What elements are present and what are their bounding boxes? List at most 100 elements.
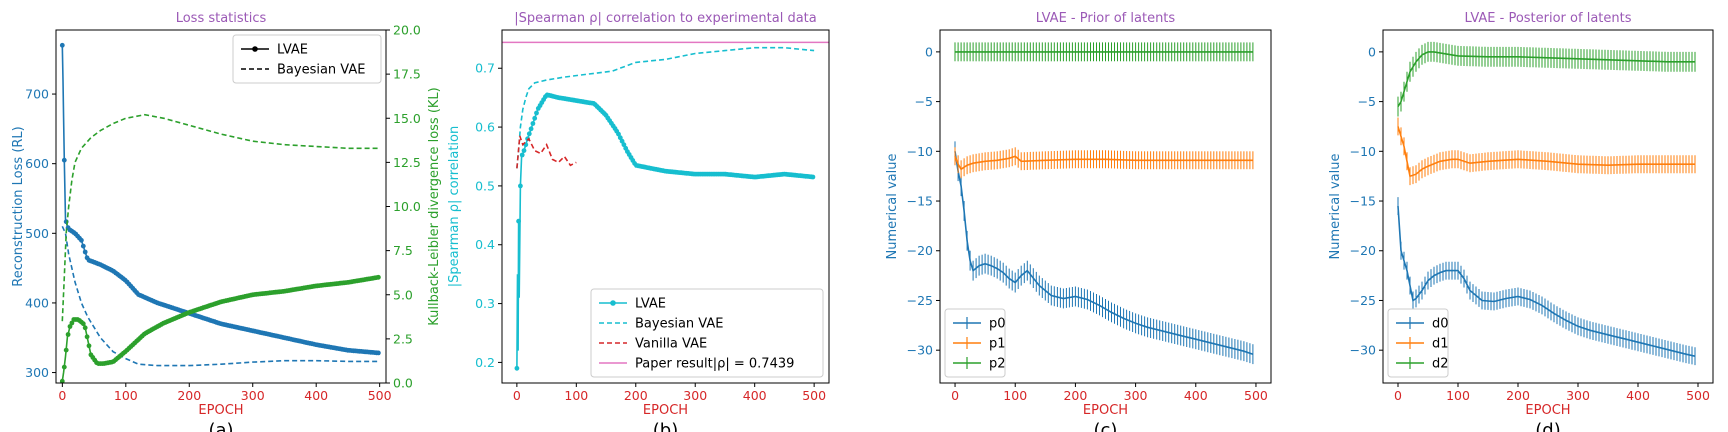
- y2-tick-label: 0.0: [393, 376, 413, 391]
- x-axis-label: EPOCH: [198, 403, 243, 418]
- x-tick-label: 300: [1124, 388, 1148, 403]
- legend-label: p2: [989, 357, 1006, 372]
- y-axis-label: Reconstruction Loss (RL): [11, 126, 26, 287]
- x-tick-label: 100: [1003, 388, 1027, 403]
- y-tick-label: −15: [907, 194, 933, 209]
- chart-title: LVAE - Posterior of latents: [1465, 11, 1632, 26]
- legend-label: Bayesian VAE: [277, 63, 365, 78]
- legend-label: LVAE: [635, 297, 666, 312]
- series-point: [80, 321, 86, 327]
- chart-panel-4: 0 100 200 300 400 500 0 −5 −10 −15 −20 −25 −30 LVAE -…: [1328, 11, 1714, 432]
- series-1: [59, 42, 381, 356]
- y-tick-label: −15: [1350, 194, 1376, 209]
- legend-label: p1: [989, 337, 1006, 352]
- series-1: [954, 141, 1254, 365]
- series-point: [86, 343, 92, 349]
- y-tick-label: 700: [25, 87, 49, 102]
- x-tick-label: 500: [1244, 388, 1268, 403]
- series-point: [621, 142, 627, 148]
- x-tick-label: 400: [304, 388, 328, 403]
- y-tick-label: −25: [1350, 293, 1376, 308]
- x-tick-label: 200: [1506, 388, 1530, 403]
- y-tick-label: 500: [25, 226, 49, 241]
- y-tick-label: −5: [915, 94, 933, 109]
- chart-panel-3: 0 100 200 300 400 500 0 −5 −10 −15 −20 −25 −30 LVAE -…: [885, 11, 1272, 432]
- x-tick-label: 100: [564, 388, 588, 403]
- x-axis-label: EPOCH: [1525, 403, 1570, 418]
- series-point: [376, 350, 381, 356]
- series-point: [526, 131, 532, 137]
- y-tick-label: 0.3: [475, 296, 495, 311]
- x-tick-label: 300: [683, 388, 707, 403]
- series-point: [518, 183, 523, 189]
- y-tick-label: −10: [907, 144, 933, 159]
- series-point: [528, 126, 534, 132]
- x-tick-label: 500: [368, 388, 392, 403]
- x-tick-label: 400: [1626, 388, 1650, 403]
- series-3: [1397, 41, 1696, 117]
- series-point: [63, 347, 69, 353]
- series-3: [954, 42, 1254, 62]
- x-tick-label: 0: [951, 388, 959, 403]
- plot-frame: [939, 29, 1272, 384]
- y-tick-label: 0: [925, 44, 933, 59]
- x-tick-label: 500: [1686, 388, 1710, 403]
- x-tick-label: 200: [1063, 388, 1087, 403]
- legend-frame: [590, 288, 824, 378]
- legend-label: LVAE: [277, 43, 308, 58]
- panel-label: (a): [208, 420, 233, 432]
- y2-tick-label: 7.5: [393, 243, 413, 258]
- legend-label: d2: [1432, 357, 1449, 372]
- y-tick-label: 300: [25, 365, 49, 380]
- panel-label: (c): [1094, 420, 1118, 432]
- y-tick-label: 0: [1368, 44, 1376, 59]
- legend-marker: [252, 46, 258, 52]
- y2-tick-label: 10.0: [393, 199, 421, 214]
- series-point: [514, 365, 520, 371]
- legend: d0 d1 d2: [1387, 308, 1449, 378]
- series-point: [376, 274, 381, 280]
- x-tick-label: 200: [624, 388, 648, 403]
- y-tick-label: −10: [1350, 144, 1376, 159]
- series-point: [810, 174, 816, 180]
- y-axis-label: |Spearman ρ| correlation: [447, 126, 462, 287]
- series-point: [67, 324, 73, 329]
- x-tick-label: 500: [802, 388, 826, 403]
- series-3: [59, 274, 381, 383]
- x-tick-label: 300: [1566, 388, 1590, 403]
- series-line: [61, 113, 380, 322]
- y2-tick-label: 5.0: [393, 287, 413, 302]
- series-1: [1397, 197, 1696, 366]
- plot-frame: [1382, 29, 1714, 384]
- legend-label: d1: [1432, 337, 1449, 352]
- legend: LVAE Bayesian VAE: [232, 34, 382, 84]
- chart-title: LVAE - Prior of latents: [1036, 11, 1176, 26]
- y-tick-label: 0.2: [475, 355, 495, 370]
- series-line: [516, 46, 815, 169]
- series-4: [61, 113, 380, 322]
- y-tick-label: −30: [907, 343, 933, 358]
- y-tick-label: −20: [907, 243, 933, 258]
- series-point: [59, 378, 65, 383]
- y-tick-label: 0.5: [475, 178, 495, 193]
- legend-label: Bayesian VAE: [635, 317, 723, 332]
- chart-title: Loss statistics: [176, 11, 267, 26]
- series-point: [530, 121, 536, 126]
- x-tick-label: 0: [58, 388, 66, 403]
- series-point: [80, 243, 86, 249]
- chart-panel-1: 0 100 200 300 400 500 300 400 500 600 700 0.0 2.5 5.0…: [11, 11, 442, 432]
- series-2: [1397, 117, 1696, 186]
- y-tick-label: −30: [1350, 343, 1376, 358]
- legend-label: Paper result|ρ| = 0.7439: [635, 357, 794, 372]
- series-point: [69, 320, 75, 326]
- legend-label: p0: [989, 317, 1006, 332]
- y-axis-label: Numerical value: [885, 154, 900, 260]
- series-point: [516, 218, 521, 224]
- series-point: [65, 332, 71, 337]
- x-tick-label: 400: [743, 388, 767, 403]
- series-line: [61, 225, 380, 367]
- series-point: [59, 42, 65, 48]
- series-2: [516, 46, 815, 169]
- y-tick-label: 0.6: [475, 120, 495, 135]
- legend: LVAE Bayesian VAE Vanilla VAE Paper result|…: [590, 288, 824, 378]
